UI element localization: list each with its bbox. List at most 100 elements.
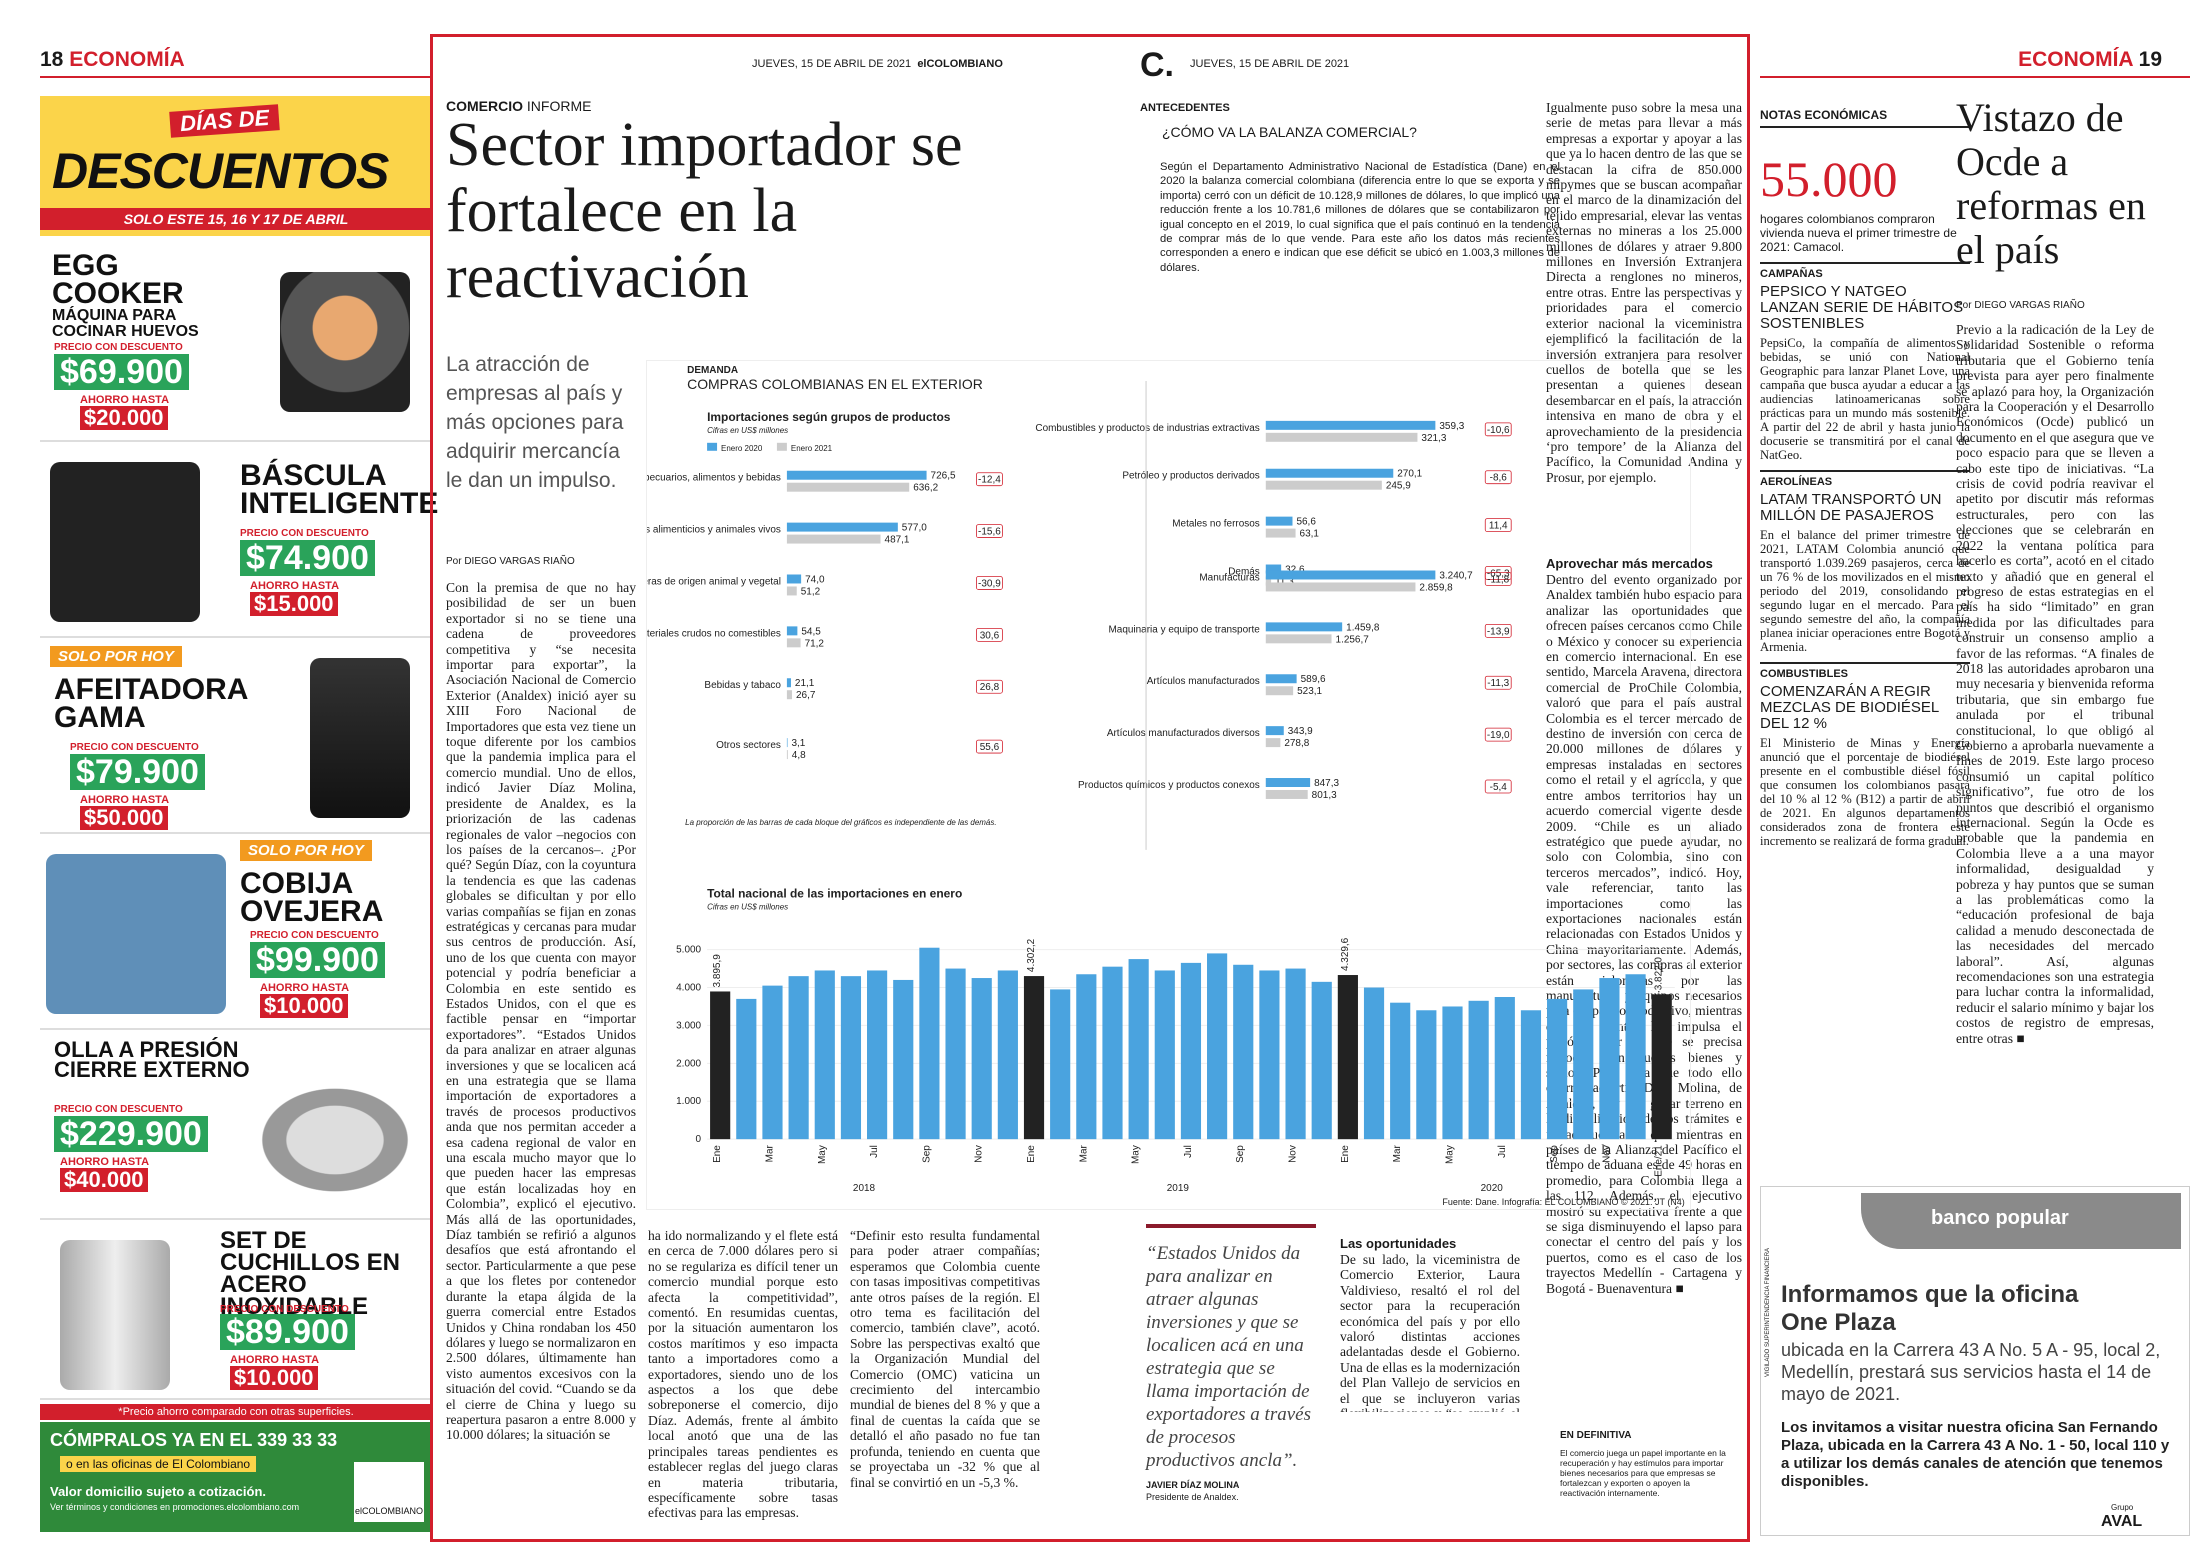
variation-label: -5,4 <box>1490 782 1508 793</box>
total-bar <box>1599 978 1620 1140</box>
variation-box <box>976 679 1003 694</box>
discount-ads: DÍAS DE DESCUENTOS SOLO ESTE 15, 16 Y 17… <box>40 96 438 1536</box>
total-bar <box>1285 968 1306 1140</box>
value-label-2021: 636,2 <box>913 483 938 494</box>
x-tick-label: Ene <box>1026 1145 1037 1163</box>
category-label: Petróleo y productos derivados <box>1122 471 1259 482</box>
folio-right: JUEVES, 15 DE ABRIL DE 2021 <box>1190 58 1350 70</box>
bar-2020 <box>1265 564 1282 574</box>
ad-cuchillos[interactable]: SET DE CUCHILLOS EN ACERO INOXIDABLE PRE… <box>40 1220 432 1400</box>
knife-set-image <box>60 1240 170 1390</box>
variation-label: -8,6 <box>1490 473 1508 484</box>
subhead-oportunidades: Las oportunidades <box>1340 1236 1457 1251</box>
variation-label: -30,9 <box>978 578 1001 589</box>
price-label: PRECIO CON DESCUENTO <box>54 342 183 353</box>
value-label-2020: 56,6 <box>1296 517 1316 528</box>
variation-label: -13,9 <box>1487 626 1510 637</box>
variation-label: -19,0 <box>1487 730 1510 741</box>
ads-contact-box: CÓMPRALOS YA EN EL 339 33 33 o en las of… <box>40 1422 432 1532</box>
save-amount: $10.000 <box>230 1366 318 1390</box>
bank-logo-band: banco popular <box>1861 1193 2181 1249</box>
ocde-body: Previo a la radicación de la Ley de Soli… <box>1956 322 2154 1046</box>
x-tick-label: May <box>1444 1145 1455 1164</box>
value-label-2021: 801,3 <box>1312 790 1337 801</box>
price-label: PRECIO CON DESCUENTO <box>240 528 369 539</box>
offices-line: o en las oficinas de El Colombiano <box>60 1456 257 1472</box>
chart-source: Fuente: Dane. Infografía: EL COLOMBIANO … <box>1442 1197 1684 1207</box>
bar-2020 <box>1265 516 1293 526</box>
variation-label: -10,6 <box>1487 425 1510 436</box>
antecedentes-kicker: ANTECEDENTES <box>1140 102 1230 114</box>
category-label: Artículos manufacturados diversos <box>1107 728 1260 739</box>
price: $74.900 <box>240 540 375 576</box>
left-page-header: 18 ECONOMÍA <box>40 48 185 72</box>
value-label-2020: 847,3 <box>1314 778 1339 789</box>
category-label: Otros sectores <box>716 740 781 751</box>
x-tick-label: Ene <box>1340 1145 1351 1163</box>
category-label: Metales no ferrosos <box>1172 519 1260 530</box>
total-bar <box>1494 997 1515 1140</box>
phone-line[interactable]: CÓMPRALOS YA EN EL 339 33 33 <box>50 1430 338 1450</box>
bar-2021 <box>1265 738 1281 748</box>
total-bar <box>1442 1006 1463 1140</box>
total-bar <box>1180 962 1202 1140</box>
value-label-2021: 487,1 <box>885 535 910 546</box>
bar-2020 <box>1265 778 1311 787</box>
byline: Por DIEGO VARGAS RIAÑO <box>446 556 575 567</box>
solo-hoy-tag: SOLO POR HOY <box>50 646 182 667</box>
ad-olla[interactable]: OLLA A PRESIÓN CIERRE EXTERNO PRECIO CON… <box>40 1030 432 1220</box>
price: $69.900 <box>54 354 189 390</box>
nota-kicker: CAMPAÑAS <box>1760 262 1970 280</box>
antecedentes-title: ¿CÓMO VA LA BALANZA COMERCIAL? <box>1162 124 1417 140</box>
header-rule <box>40 76 432 78</box>
bar-2021 <box>786 534 881 544</box>
variation-box <box>976 739 1003 754</box>
value-label-2020: 589,6 <box>1301 674 1326 685</box>
value-label-2020: 343,9 <box>1288 726 1313 737</box>
value-label-2020: 3,1 <box>791 738 805 749</box>
value-label-2021: 51,2 <box>801 586 821 597</box>
value-label-2021: 1.256,7 <box>1336 634 1370 645</box>
variation-box <box>1484 572 1512 586</box>
total-bar <box>736 998 757 1140</box>
value-label-2021: 26,7 <box>796 690 816 701</box>
price: $79.900 <box>70 754 205 790</box>
bar-2021 <box>786 638 801 648</box>
variation-box <box>1484 675 1512 690</box>
y-tick-label: 5.000 <box>676 945 701 956</box>
category-label: Agropecuarios, alimentos y bebidas <box>646 473 781 484</box>
pull-quote: “Estados Unidos da para analizar en atra… <box>1146 1243 1311 1471</box>
bar-2020 <box>1265 726 1284 736</box>
total-bar <box>919 947 940 1140</box>
y-tick-label: 2.000 <box>676 1058 701 1069</box>
total-bar <box>1468 1000 1489 1140</box>
variation-box <box>1484 623 1512 638</box>
ad-afeitadora[interactable]: SOLO POR HOY AFEITADORA GAMA PRECIO CON … <box>40 638 432 834</box>
total-bar <box>1337 975 1358 1140</box>
deck: La atracción de empresas al país y más o… <box>446 353 624 492</box>
chart-subtitle: Importaciones según grupos de productos <box>707 410 951 424</box>
banner-dates: SOLO ESTE 15, 16 Y 17 DE ABRIL <box>40 208 432 230</box>
category-label: Materiales crudos no comestibles <box>646 628 781 639</box>
chart2-title: Total nacional de las importaciones en e… <box>707 887 962 901</box>
ad-bascula[interactable]: BÁSCULA INTELIGENTE PRECIO CON DESCUENTO… <box>40 442 438 638</box>
category-label: Aceites, grasas y ceras de origen animal… <box>646 576 781 587</box>
total-bar <box>1102 966 1123 1140</box>
x-tick-label: Ene/21 <box>1654 1145 1665 1177</box>
nota-title: LATAM TRANSPORTÓ UN MILLÓN DE PASAJEROS <box>1760 491 1942 524</box>
x-tick-label: Nov <box>974 1145 985 1163</box>
notas-header: NOTAS ECONÓMICAS <box>1760 108 1970 128</box>
product-name: COBIJA OVEJERA <box>240 867 384 928</box>
section-name: ECONOMÍA <box>2018 48 2133 71</box>
save-amount: $40.000 <box>60 1168 148 1192</box>
x-tick-label: Mar <box>1392 1144 1403 1162</box>
legend-2020: Enero 2020 <box>721 444 763 453</box>
bar-2020 <box>1265 420 1436 430</box>
notas-big-number: 55.000 <box>1760 151 1898 207</box>
y-tick-label: 1.000 <box>676 1096 701 1107</box>
ad-cobija[interactable]: SOLO POR HOY COBIJA OVEJERA PRECIO CON D… <box>40 834 432 1030</box>
variation-box <box>1484 470 1512 485</box>
variation-label: 26,8 <box>980 682 1000 693</box>
x-tick-label: May <box>817 1145 828 1164</box>
ad-egg-cooker[interactable]: EGG COOKER MÁQUINA PARA COCINAR HUEVOS PR… <box>40 242 432 442</box>
